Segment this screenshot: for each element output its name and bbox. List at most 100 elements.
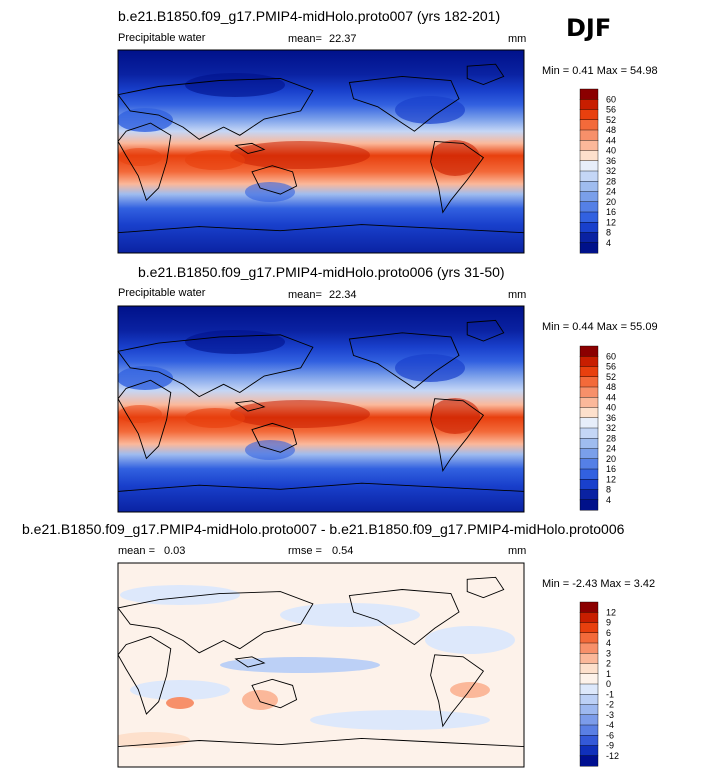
coastline-panel2-1 xyxy=(117,334,314,398)
coastline-panel2-6 xyxy=(466,319,505,342)
colorbar2-label-5: 40 xyxy=(606,403,616,413)
colorbar2-swatch-10 xyxy=(579,448,599,460)
coastline-panel3-6 xyxy=(466,576,505,599)
coastline-panel1-0 xyxy=(117,122,172,202)
colorbar2-swatch-8 xyxy=(579,427,599,439)
colorbar3-swatch-4 xyxy=(579,642,599,654)
coastline-panel1-1 xyxy=(117,77,314,140)
panel3-rmse-label: rmse = xyxy=(288,545,322,557)
colorbar3-swatch-1 xyxy=(579,612,599,624)
coastline-panel3-4 xyxy=(348,589,460,646)
colorbar1-swatch-11 xyxy=(579,201,599,213)
colorbar1-swatch-1 xyxy=(579,99,599,111)
colorbar3-label-0: 12 xyxy=(606,607,616,617)
colorbar1-swatch-2 xyxy=(579,109,599,121)
coastline-panel1-2 xyxy=(251,165,298,195)
colorbar3-label-13: -9 xyxy=(606,741,614,751)
colorbar1-label-14: 4 xyxy=(606,238,611,248)
colorbar3-label-7: 0 xyxy=(606,679,611,689)
colorbar1-label-7: 32 xyxy=(606,166,616,176)
coastline-panel3-3 xyxy=(234,656,266,668)
colorbar2-swatch-5 xyxy=(579,397,599,409)
coastline-panel2-4 xyxy=(348,332,460,389)
colorbar2-swatch-11 xyxy=(579,458,599,470)
colorbar1-swatch-7 xyxy=(579,160,599,172)
colorbar3-swatch-8 xyxy=(579,683,599,695)
colorbar2-label-2: 52 xyxy=(606,372,616,382)
colorbar3-swatch-0 xyxy=(579,601,599,613)
panel2-mean-label: mean= xyxy=(288,289,322,301)
season-label: DJF xyxy=(566,14,612,42)
colorbar3-swatch-6 xyxy=(579,663,599,675)
panel3-mean-value: 0.03 xyxy=(164,545,186,557)
panel3-rmse-value: 0.54 xyxy=(332,545,354,557)
panel2-frame xyxy=(117,305,525,513)
panel1-mean-label: mean= xyxy=(288,33,322,45)
coastline-panel2-3 xyxy=(234,400,266,412)
colorbar2-swatch-14 xyxy=(579,489,599,501)
panel3-map xyxy=(118,563,524,767)
colorbar3-swatch-12 xyxy=(579,724,599,736)
colorbar1-label-9: 24 xyxy=(606,187,616,197)
colorbar3-swatch-13 xyxy=(579,735,599,747)
coastline-panel1-3 xyxy=(234,142,266,154)
colorbar1-label-11: 16 xyxy=(606,207,616,217)
colorbar3-swatch-9 xyxy=(579,694,599,706)
colorbar3-swatch-2 xyxy=(579,622,599,634)
panel2-units: mm xyxy=(508,289,527,301)
coastline-panel1-5 xyxy=(430,140,485,214)
colorbar2-label-12: 12 xyxy=(606,474,616,484)
panel1-frame xyxy=(117,49,525,254)
colorbar2-label-14: 4 xyxy=(606,495,611,505)
colorbar3-swatch-5 xyxy=(579,653,599,665)
colorbar1-label-1: 56 xyxy=(606,105,616,115)
colorbar2-swatch-9 xyxy=(579,438,599,450)
colorbars: 6056524844403632282420161284605652484440… xyxy=(579,88,619,767)
coastline-panel1-4 xyxy=(348,75,460,132)
panel2-map xyxy=(118,306,524,512)
colorbar3-label-3: 4 xyxy=(606,638,611,648)
panel1-map xyxy=(118,50,524,253)
panel1-title: b.e21.B1850.f09_g17.PMIP4-midHolo.proto0… xyxy=(118,8,501,24)
colorbar1-label-8: 28 xyxy=(606,176,616,186)
coastline-panel3-2 xyxy=(251,678,298,709)
colorbar2-swatch-0 xyxy=(579,345,599,357)
colorbar3-label-8: -1 xyxy=(606,689,614,699)
colorbar2-label-11: 16 xyxy=(606,464,616,474)
colorbar3-swatch-14 xyxy=(579,745,599,757)
colorbar2-swatch-3 xyxy=(579,376,599,388)
colorbar2-label-6: 36 xyxy=(606,413,616,423)
coastline-panel3-1 xyxy=(117,591,314,654)
colorbar1-swatch-4 xyxy=(579,129,599,141)
colorbar1-label-12: 12 xyxy=(606,217,616,227)
panel2-variable: Precipitable water xyxy=(118,287,206,299)
panel1-minmax: Min = 0.41 Max = 54.98 xyxy=(542,65,658,77)
colorbar3-label-2: 6 xyxy=(606,628,611,638)
coastline-panel2-5 xyxy=(430,398,485,473)
colorbar3-label-1: 9 xyxy=(606,618,611,628)
panel3-title: b.e21.B1850.f09_g17.PMIP4-midHolo.proto0… xyxy=(22,521,625,537)
colorbar2-label-4: 44 xyxy=(606,392,616,402)
colorbar2-label-13: 8 xyxy=(606,485,611,495)
colorbar1-label-2: 52 xyxy=(606,115,616,125)
colorbar1-swatch-3 xyxy=(579,119,599,131)
panel2-mean-value: 22.34 xyxy=(329,289,357,301)
coastline-panel1-7 xyxy=(117,224,525,234)
colorbar2-swatch-7 xyxy=(579,417,599,429)
panel3-minmax: Min = -2.43 Max = 3.42 xyxy=(542,578,656,590)
coastline-panel3-0 xyxy=(117,635,172,715)
colorbar2-label-1: 56 xyxy=(606,362,616,372)
panel1-mean-value: 22.37 xyxy=(329,33,357,45)
colorbar1-swatch-14 xyxy=(579,232,599,244)
colorbar3-swatch-7 xyxy=(579,673,599,685)
panel3-mean-label: mean = xyxy=(118,545,155,557)
colorbar3-label-11: -4 xyxy=(606,720,614,730)
colorbar2-swatch-4 xyxy=(579,386,599,398)
colorbar3-label-6: 1 xyxy=(606,669,611,679)
coastline-outlines xyxy=(117,63,525,748)
panel3-units: mm xyxy=(508,545,527,557)
colorbar3-label-14: -12 xyxy=(606,751,619,761)
colorbar1-swatch-10 xyxy=(579,191,599,203)
colorbar3-label-12: -6 xyxy=(606,730,614,740)
